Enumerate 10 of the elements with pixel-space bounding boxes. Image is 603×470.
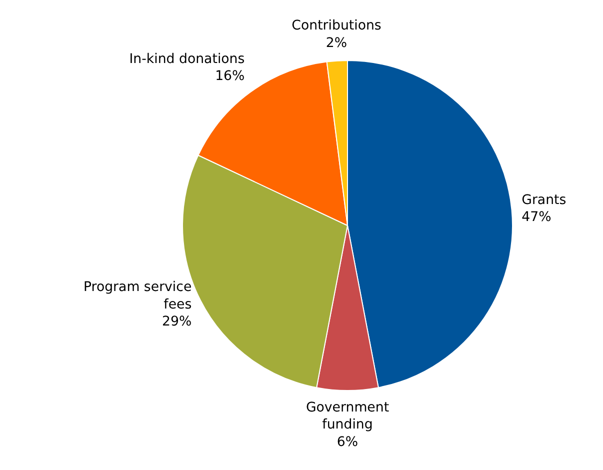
data-label: 6% [336,434,358,450]
slice-label: Government funding [306,400,390,433]
data-label: 16% [215,69,245,84]
data-label: 2% [326,36,348,51]
slice-label: Program service fees [83,280,192,312]
slice-label: In-kind donations [129,52,245,67]
data-label: 47% [522,210,552,226]
slice-label: Contributions [292,18,382,34]
slice-label: Grants [522,192,566,208]
data-label: 29% [162,314,192,330]
